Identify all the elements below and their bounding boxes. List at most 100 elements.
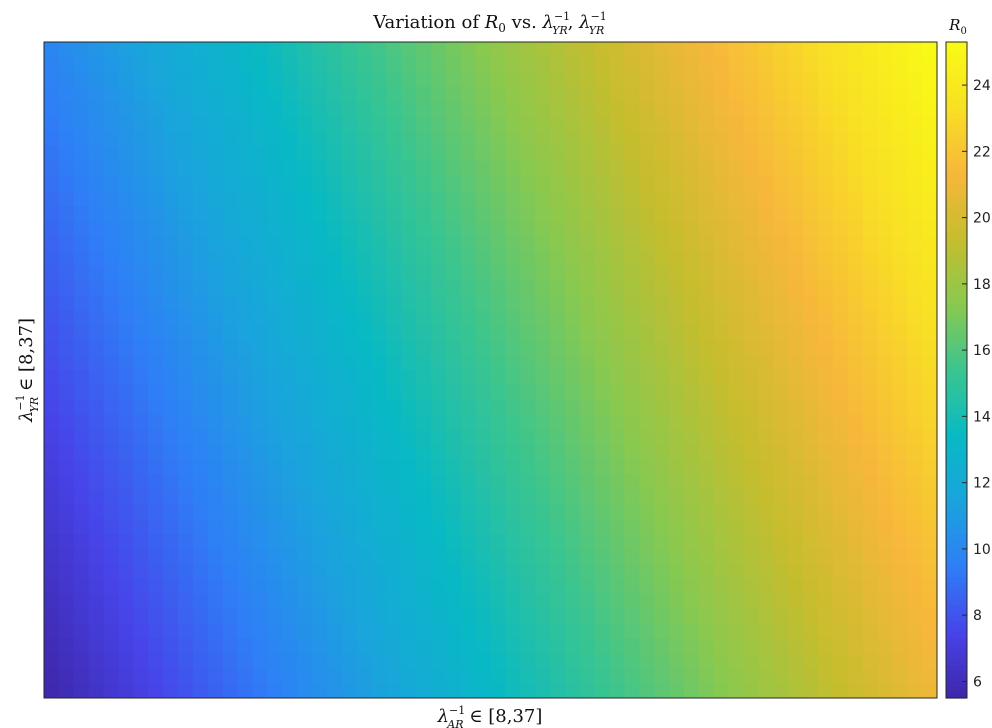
heatmap-cell	[713, 56, 730, 73]
heatmap-cell	[773, 668, 789, 684]
heatmap-cell	[743, 131, 759, 147]
heatmap-cell	[416, 131, 432, 147]
heatmap-cell	[520, 295, 536, 311]
heatmap-cell	[282, 265, 298, 282]
heatmap-cell	[58, 668, 75, 684]
heatmap-cell	[624, 459, 640, 475]
heatmap-cell	[371, 295, 387, 311]
heatmap-cell	[177, 176, 194, 192]
heatmap-cell	[475, 265, 492, 282]
heatmap-cell	[356, 146, 373, 162]
heatmap-cell	[594, 683, 611, 698]
heatmap-cell	[817, 593, 834, 610]
heatmap-cell	[445, 295, 462, 311]
heatmap-cell	[73, 42, 90, 58]
heatmap-cell	[177, 668, 194, 684]
heatmap-cell	[892, 340, 908, 356]
heatmap-cell	[743, 370, 759, 386]
heatmap-cell	[550, 191, 566, 207]
heatmap-cell	[88, 384, 105, 401]
heatmap-cell	[297, 444, 313, 461]
heatmap-cell	[550, 206, 566, 222]
heatmap-cell	[192, 355, 209, 371]
heatmap-cell	[639, 578, 655, 595]
heatmap-cell	[192, 235, 209, 252]
heatmap-cell	[103, 86, 120, 103]
heatmap-cell	[416, 504, 432, 520]
heatmap-cell	[311, 623, 328, 639]
heatmap-cell	[550, 548, 566, 565]
heatmap-cell	[817, 310, 834, 326]
heatmap-cell	[460, 668, 477, 684]
heatmap-cell	[445, 325, 462, 341]
heatmap-cell	[222, 340, 239, 356]
heatmap-cell	[862, 370, 879, 386]
heatmap-cell	[311, 563, 328, 580]
heatmap-cell	[267, 414, 283, 431]
heatmap-cell	[564, 191, 581, 207]
heatmap-cell	[445, 161, 462, 177]
heatmap-cell	[416, 608, 432, 625]
heatmap-cell	[743, 474, 759, 490]
heatmap-cell	[564, 56, 581, 73]
heatmap-cell	[252, 325, 268, 341]
heatmap-cell	[669, 459, 685, 475]
heatmap-cell	[371, 176, 387, 192]
heatmap-cell	[222, 295, 239, 311]
heatmap-cell	[44, 623, 60, 639]
heatmap-cell	[490, 623, 506, 639]
heatmap-cell	[922, 280, 937, 297]
heatmap-cell	[148, 42, 164, 58]
heatmap-cell	[624, 429, 640, 446]
heatmap-cell	[326, 370, 343, 386]
heatmap-cell	[44, 206, 60, 222]
heatmap-cell	[177, 280, 194, 297]
heatmap-cell	[520, 384, 536, 401]
heatmap-cell	[73, 280, 90, 297]
heatmap-cell	[669, 489, 685, 505]
heatmap-cell	[297, 548, 313, 565]
heatmap-cell	[133, 355, 149, 371]
heatmap-cell	[743, 86, 759, 103]
heatmap-cell	[88, 116, 105, 133]
heatmap-cell	[475, 459, 492, 475]
heatmap-cell	[907, 56, 923, 73]
heatmap-cell	[683, 474, 700, 490]
heatmap-cell	[550, 474, 566, 490]
heatmap-cell	[282, 399, 298, 416]
heatmap-cell	[639, 474, 655, 490]
heatmap-cell	[907, 593, 923, 610]
heatmap-cell	[103, 191, 120, 207]
heatmap-cell	[237, 444, 253, 461]
heatmap-cell	[267, 608, 283, 625]
heatmap-cell	[683, 86, 700, 103]
heatmap-cell	[803, 86, 819, 103]
heatmap-cell	[773, 176, 789, 192]
heatmap-cell	[550, 399, 566, 416]
heatmap-cell	[520, 191, 536, 207]
heatmap-cell	[758, 653, 774, 669]
heatmap-cell	[475, 355, 492, 371]
heatmap-cell	[103, 414, 120, 431]
colorbar-band	[946, 129, 967, 136]
heatmap-cell	[564, 146, 581, 162]
heatmap-cell	[550, 250, 566, 267]
heatmap-cell	[862, 161, 879, 177]
heatmap-cell	[430, 563, 447, 580]
heatmap-cell	[907, 71, 923, 88]
heatmap-cell	[416, 548, 432, 565]
heatmap-cell	[416, 578, 432, 595]
heatmap-cell	[564, 519, 581, 535]
heatmap-cell	[564, 250, 581, 267]
heatmap-cell	[326, 668, 343, 684]
heatmap-cell	[311, 235, 328, 252]
heatmap-cell	[550, 534, 566, 550]
heatmap-cell	[862, 265, 879, 282]
heatmap-cell	[311, 519, 328, 535]
heatmap-cell	[267, 340, 283, 356]
heatmap-cell	[133, 370, 149, 386]
heatmap-cell	[460, 683, 477, 698]
heatmap-cell	[847, 101, 864, 118]
heatmap-cell	[892, 161, 908, 177]
